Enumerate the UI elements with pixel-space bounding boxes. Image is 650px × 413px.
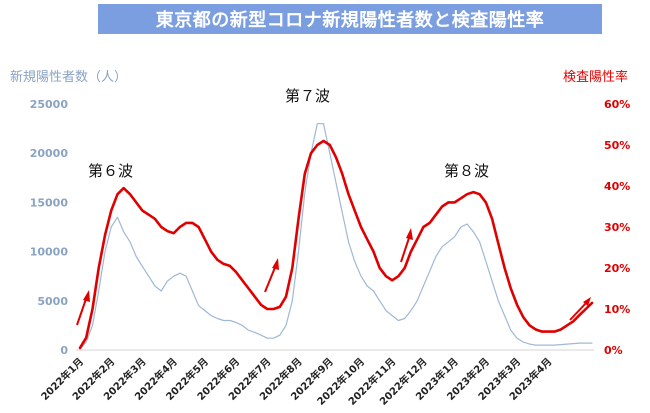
left-tick-label: 10000 bbox=[30, 246, 69, 259]
trend-arrow bbox=[264, 258, 279, 293]
left-axis-label: 新規陽性者数（人） bbox=[10, 69, 127, 85]
x-tick-labels: 2022年1月2022年2月2022年3月2022年4月2022年5月2022年… bbox=[38, 355, 554, 408]
right-tick-label: 10% bbox=[604, 303, 630, 316]
annotation-wave-7: 第７波 bbox=[285, 87, 330, 105]
left-tick-label: 25000 bbox=[30, 98, 69, 111]
right-tick-label: 20% bbox=[604, 262, 630, 275]
left-tick-labels: 0 5000 10000 15000 20000 25000 bbox=[30, 98, 69, 357]
trend-arrow bbox=[569, 297, 591, 321]
right-tick-label: 30% bbox=[604, 221, 630, 234]
trend-arrow bbox=[76, 290, 90, 326]
series-layer bbox=[78, 123, 594, 350]
trend-arrow bbox=[400, 228, 413, 263]
right-tick-label: 40% bbox=[604, 180, 630, 193]
trend-arrows bbox=[76, 228, 591, 326]
chart-title: 東京都の新型コロナ新規陽性者数と検査陽性率 bbox=[155, 10, 545, 31]
right-tick-label: 0% bbox=[604, 344, 623, 357]
annotation-wave-8: 第８波 bbox=[444, 162, 489, 180]
annotation-wave-6: 第６波 bbox=[88, 162, 133, 180]
left-tick-label: 15000 bbox=[30, 196, 69, 209]
chart-title-banner: 東京都の新型コロナ新規陽性者数と検査陽性率 bbox=[98, 4, 602, 34]
left-tick-label: 20000 bbox=[30, 147, 69, 160]
positivity-rate-series-line bbox=[78, 139, 594, 350]
left-tick-label: 0 bbox=[60, 344, 68, 357]
left-tick-label: 5000 bbox=[37, 295, 68, 308]
right-tick-label: 50% bbox=[604, 139, 630, 152]
right-tick-label: 60% bbox=[604, 98, 630, 111]
right-axis-label: 検査陽性率 bbox=[563, 69, 628, 85]
right-tick-labels: 0% 10% 20% 30% 40% 50% 60% bbox=[604, 98, 630, 357]
new-cases-series-line bbox=[79, 123, 593, 350]
